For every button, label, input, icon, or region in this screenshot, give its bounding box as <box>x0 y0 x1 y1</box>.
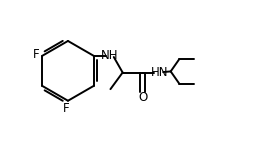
Text: F: F <box>33 48 40 61</box>
Text: HN: HN <box>150 66 168 79</box>
Text: NH: NH <box>101 49 119 62</box>
Text: F: F <box>62 102 69 115</box>
Text: O: O <box>138 91 147 104</box>
